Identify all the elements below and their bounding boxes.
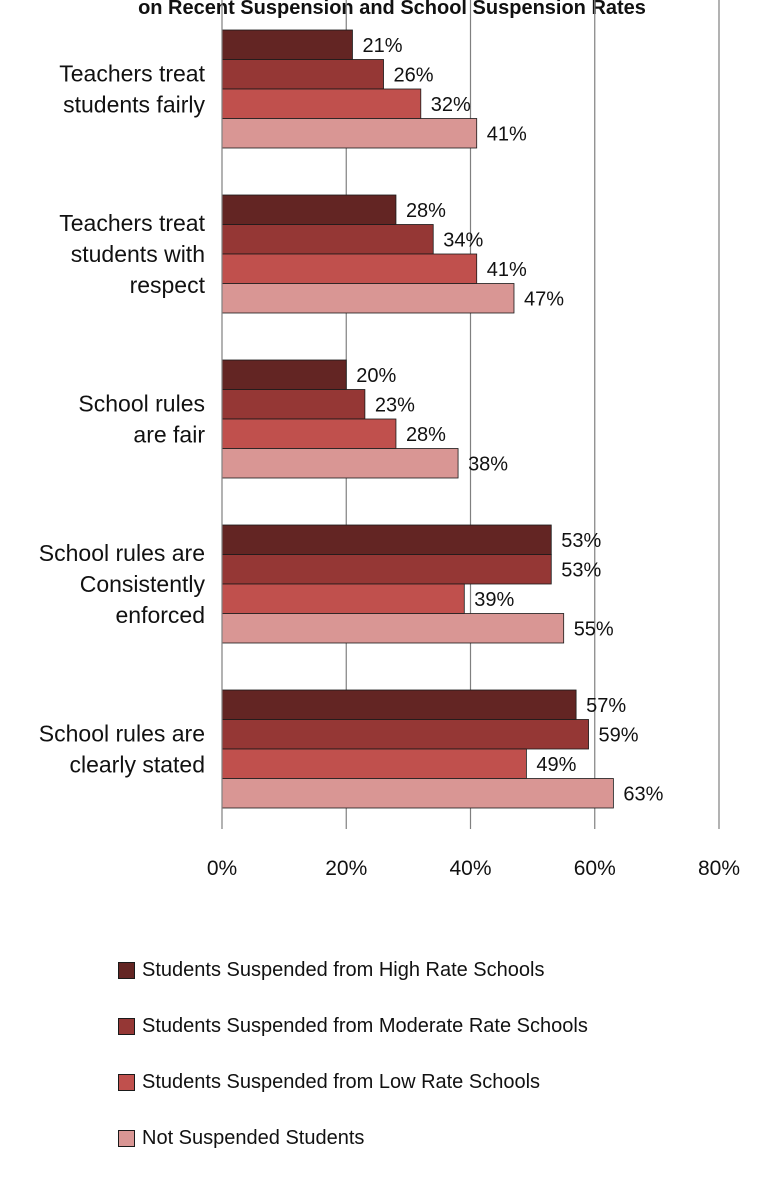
data-label: 20% (356, 365, 396, 387)
legend-item: Students Suspended from Moderate Rate Sc… (118, 1014, 738, 1038)
legend-item: Not Suspended Students (118, 1126, 738, 1150)
x-tick-label: 0% (207, 857, 237, 880)
legend-label: Students Suspended from High Rate School… (142, 958, 545, 981)
legend-swatch (118, 1129, 135, 1147)
bar-chart: on Recent Suspension and School Suspensi… (39, 0, 740, 880)
category-label: students fairly (63, 92, 205, 118)
category-label: Teachers treat (59, 210, 205, 236)
data-label: 28% (406, 200, 446, 222)
data-label: 47% (524, 288, 564, 310)
data-label: 32% (431, 94, 471, 116)
bar (221, 253, 478, 284)
chart-legend: Students Suspended from High Rate School… (118, 958, 738, 1182)
bar (221, 118, 478, 149)
bar (221, 689, 577, 720)
category-label: clearly stated (69, 752, 205, 778)
category-label: enforced (115, 602, 205, 628)
data-label: 53% (561, 559, 601, 581)
bar (221, 389, 366, 420)
bar (221, 554, 552, 585)
legend-label: Students Suspended from Low Rate Schools (142, 1070, 541, 1093)
category-label: Teachers treat (59, 61, 205, 87)
bar (221, 778, 614, 809)
x-tick-label: 40% (449, 857, 491, 880)
category-label: are fair (133, 422, 205, 448)
legend-item: Students Suspended from Low Rate Schools (118, 1070, 738, 1094)
chart-title: on Recent Suspension and School Suspensi… (138, 0, 646, 19)
data-label: 59% (599, 724, 639, 746)
bar (221, 29, 353, 60)
data-label: 28% (406, 424, 446, 446)
x-tick-label: 80% (698, 857, 740, 880)
bar (221, 224, 434, 255)
data-label: 53% (561, 530, 601, 552)
bar (221, 448, 459, 479)
bar (221, 613, 565, 644)
bar (221, 283, 515, 314)
bar (221, 748, 527, 779)
data-label: 41% (487, 123, 527, 145)
data-label: 26% (394, 64, 434, 86)
legend-swatch (118, 1017, 135, 1035)
data-label: 21% (362, 35, 402, 57)
bar (221, 583, 465, 614)
bar (221, 719, 589, 750)
legend-swatch (118, 1073, 135, 1091)
bar (221, 359, 347, 390)
x-tick-label: 60% (574, 857, 616, 880)
bar (221, 88, 422, 119)
bar (221, 418, 397, 449)
data-label: 23% (375, 394, 415, 416)
bar (221, 194, 397, 225)
legend-label: Students Suspended from Moderate Rate Sc… (142, 1014, 588, 1037)
data-label: 57% (586, 695, 626, 717)
data-label: 55% (574, 618, 614, 640)
category-label: Consistently (80, 571, 206, 597)
legend-label: Not Suspended Students (142, 1126, 365, 1149)
x-tick-label: 20% (325, 857, 367, 880)
legend-swatch (118, 961, 135, 979)
data-label: 63% (623, 783, 663, 805)
category-label: students with (71, 241, 205, 267)
category-label: School rules are (39, 540, 205, 566)
bar (221, 524, 552, 555)
category-label: School rules (78, 391, 205, 417)
data-label: 38% (468, 453, 508, 475)
data-label: 34% (443, 229, 483, 251)
data-label: 49% (536, 754, 576, 776)
legend-item: Students Suspended from High Rate School… (118, 958, 738, 982)
category-label: School rules are (39, 721, 205, 747)
data-label: 41% (487, 259, 527, 281)
data-label: 39% (474, 589, 514, 611)
category-label: respect (130, 272, 206, 298)
bar (221, 59, 384, 90)
